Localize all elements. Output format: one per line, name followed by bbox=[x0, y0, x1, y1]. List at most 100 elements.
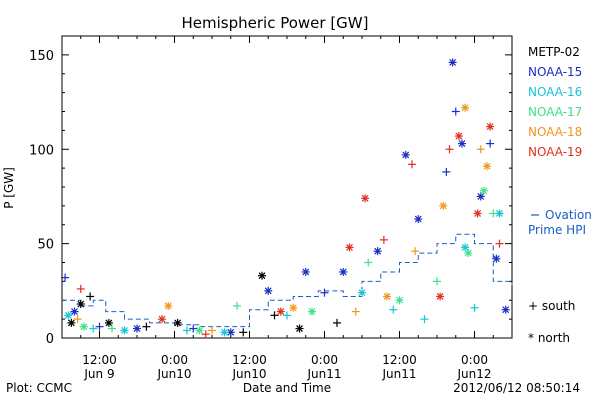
data-point-north bbox=[383, 292, 391, 301]
data-point-north bbox=[258, 271, 266, 280]
data-point-south bbox=[142, 322, 151, 331]
data-point-north bbox=[104, 318, 113, 327]
data-point-south bbox=[486, 139, 495, 148]
data-point-south bbox=[183, 326, 191, 335]
data-point-south bbox=[283, 311, 291, 320]
legend-north: * north bbox=[528, 331, 570, 345]
x-axis-label: Date and Time bbox=[243, 381, 331, 395]
data-point-south bbox=[351, 307, 360, 316]
legend-ovation-label: Prime HPI bbox=[528, 223, 586, 237]
data-point-north bbox=[195, 326, 204, 335]
footer-right: 2012/06/12 08:50:14 bbox=[453, 381, 580, 395]
data-point-north bbox=[458, 139, 466, 148]
legend-entry: METP-02 bbox=[528, 45, 580, 59]
data-point-south bbox=[445, 145, 454, 154]
x-tick-label-time: 0:00 bbox=[311, 353, 338, 367]
data-point-north bbox=[120, 326, 129, 335]
legend-south: + south bbox=[528, 299, 575, 313]
y-tick-label: 150 bbox=[29, 49, 54, 64]
x-tick-label-date: Jun11 bbox=[306, 367, 341, 381]
data-point-south bbox=[208, 326, 216, 335]
data-point-north bbox=[461, 243, 470, 252]
data-point-south bbox=[201, 330, 210, 339]
x-tick-label-date: Jun11 bbox=[381, 367, 416, 381]
data-point-north bbox=[464, 249, 473, 258]
data-point-south bbox=[489, 209, 498, 218]
y-axis-label: P [GW] bbox=[2, 167, 16, 209]
data-point-south bbox=[364, 258, 373, 267]
legend-entry: NOAA-18 bbox=[528, 125, 582, 139]
x-tick-label-time: 12:00 bbox=[232, 353, 267, 367]
data-point-south bbox=[433, 277, 441, 286]
legend: METP-02 NOAA-15 NOAA-16 NOAA-17 NOAA-18 NOAA-… bbox=[528, 45, 592, 345]
x-tick-label-time: 12:00 bbox=[382, 353, 417, 367]
ovation-line bbox=[62, 233, 513, 328]
data-point-north bbox=[79, 322, 88, 331]
data-point-north bbox=[173, 318, 182, 327]
data-point-south bbox=[239, 328, 248, 337]
data-point-north bbox=[220, 328, 229, 337]
footer-left: Plot: CCMC bbox=[6, 381, 72, 395]
data-point-south bbox=[420, 315, 429, 324]
data-point-north bbox=[454, 132, 463, 141]
plot-frame bbox=[61, 35, 513, 339]
data-point-north bbox=[301, 267, 310, 276]
x-tick-label-date: Jun10 bbox=[231, 367, 266, 381]
data-point-south bbox=[73, 315, 82, 324]
data-point-north bbox=[308, 307, 316, 316]
data-point-north bbox=[64, 311, 73, 320]
legend-ovation-label: Ovation bbox=[545, 208, 592, 222]
x-tick-label-time: 0:00 bbox=[461, 353, 488, 367]
data-point-north bbox=[67, 318, 76, 327]
chart-title: Hemispheric Power [GW] bbox=[182, 14, 369, 32]
y-tick-label: 50 bbox=[37, 238, 54, 253]
data-point-south bbox=[476, 145, 485, 154]
data-point-north bbox=[448, 58, 457, 67]
x-tick-label-date: Jun 9 bbox=[83, 367, 114, 381]
data-point-north bbox=[276, 307, 285, 316]
data-point-north bbox=[486, 122, 495, 131]
data-point-south bbox=[86, 292, 95, 301]
data-point-south bbox=[61, 273, 70, 282]
data-point-south bbox=[76, 284, 85, 293]
data-point-north bbox=[345, 243, 354, 252]
data-point-north bbox=[492, 254, 501, 263]
data-point-north bbox=[395, 296, 404, 305]
y-tick-label: 0 bbox=[46, 332, 54, 347]
data-point-north bbox=[414, 215, 423, 224]
data-point-north bbox=[295, 324, 304, 333]
data-point-north bbox=[373, 247, 382, 256]
data-point-north bbox=[361, 194, 370, 203]
data-point-south bbox=[470, 303, 479, 312]
data-point-north bbox=[476, 192, 485, 201]
data-point-south bbox=[408, 160, 416, 169]
x-tick-label-date: Jun12 bbox=[456, 367, 491, 381]
data-point-south bbox=[189, 324, 198, 333]
data-point-north bbox=[479, 186, 488, 195]
data-point-north bbox=[133, 324, 141, 333]
data-point-south bbox=[389, 305, 398, 314]
data-point-north bbox=[401, 150, 410, 159]
x-tick-label-date: Jun10 bbox=[156, 367, 191, 381]
data-point-north bbox=[501, 305, 510, 314]
x-tick-label-time: 0:00 bbox=[161, 353, 188, 367]
legend-entry: NOAA-17 bbox=[528, 105, 582, 119]
legend-entry: NOAA-15 bbox=[528, 65, 582, 79]
data-point-north bbox=[70, 307, 79, 316]
data-point-north bbox=[358, 288, 366, 297]
data-point-south bbox=[442, 167, 451, 176]
data-point-south bbox=[233, 301, 241, 310]
data-point-south bbox=[495, 239, 504, 248]
legend-entry: NOAA-19 bbox=[528, 145, 582, 159]
data-point-north bbox=[339, 267, 348, 276]
data-point-south bbox=[379, 235, 388, 244]
data-point-south bbox=[89, 324, 98, 333]
data-point-north bbox=[264, 286, 273, 295]
y-tick-label: 100 bbox=[29, 143, 54, 158]
data-point-north bbox=[164, 301, 173, 310]
legend-entry: NOAA-16 bbox=[528, 85, 582, 99]
data-point-north bbox=[158, 315, 166, 324]
data-point-north bbox=[289, 303, 298, 312]
